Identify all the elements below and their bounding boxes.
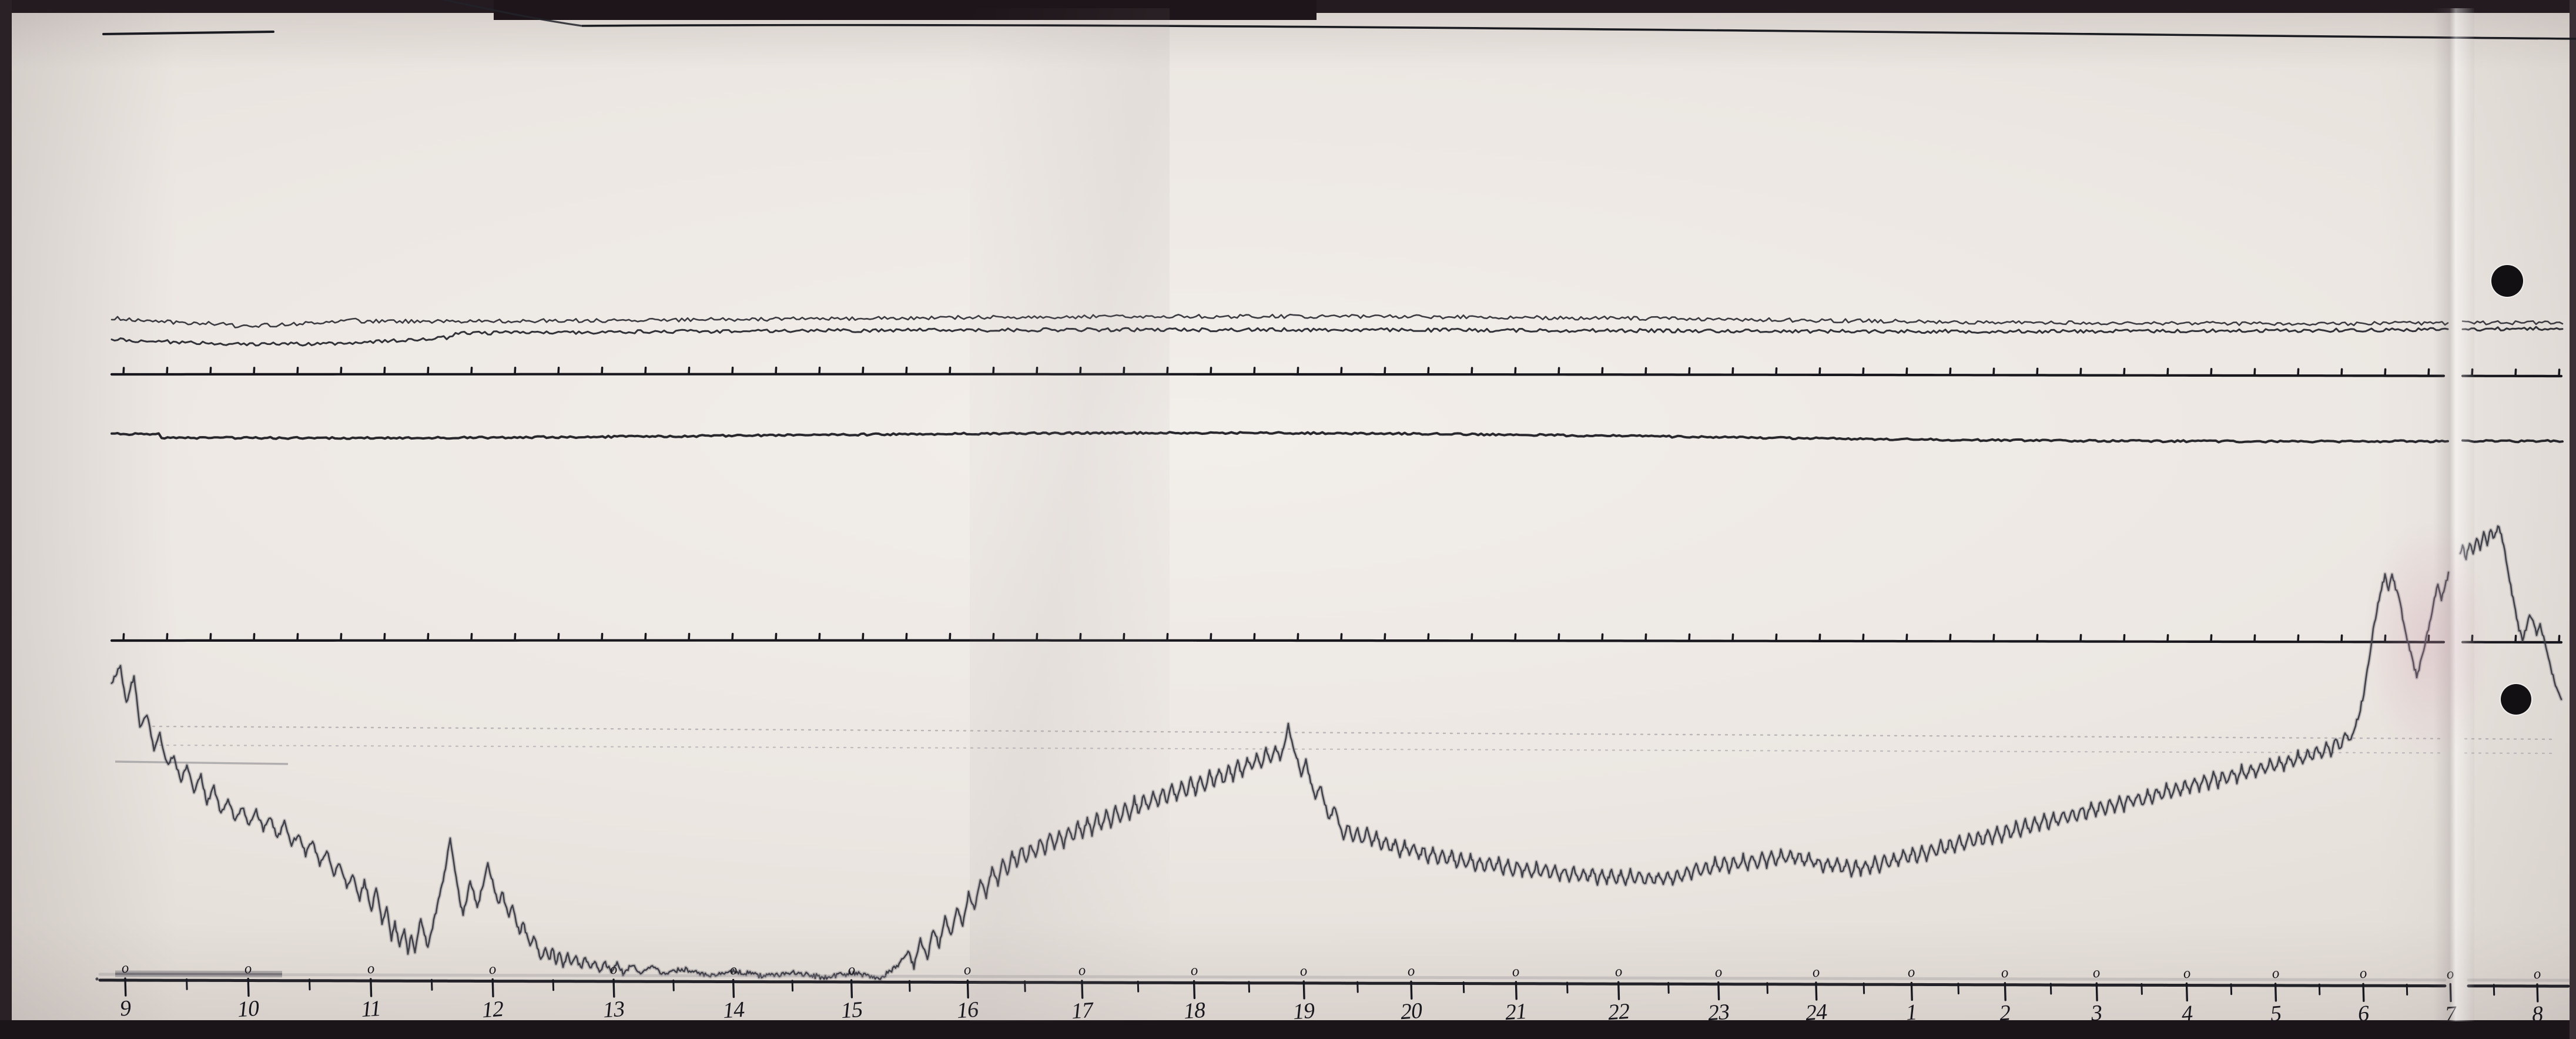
axis-zero-marker: o (1714, 964, 1723, 981)
axis-tick-label: 15 (840, 997, 863, 1024)
photo-border-bottom (0, 1020, 2576, 1039)
axis-tick-label: 19 (1292, 998, 1315, 1025)
axis-zero-marker: o (728, 961, 738, 978)
axis-tick-label: 1 (1905, 1000, 1918, 1025)
axis-tick-label: 17 (1070, 997, 1094, 1024)
axis-zero-marker: o (846, 961, 856, 978)
axis-zero-marker: o (1811, 964, 1821, 981)
axis-tick-label: 9 (119, 996, 132, 1021)
upper-reference-dot (2491, 265, 2523, 297)
axis-tick-label: 10 (236, 996, 260, 1022)
axis-tick-label: 6 (2357, 1001, 2370, 1027)
axis-tick-label: 21 (1504, 998, 1527, 1025)
axis-tick-label: 14 (722, 997, 745, 1023)
photo-border-left (0, 0, 12, 1039)
axis-tick-label: 2 (1998, 1000, 2011, 1026)
axis-zero-marker: o (2182, 964, 2192, 982)
axis-zero-marker: o (1189, 962, 1199, 980)
axis-tick-label: 8 (2531, 1001, 2544, 1027)
axis-zero-marker: o (366, 960, 376, 977)
axis-zero-marker: o (1406, 963, 1416, 980)
axis-tick-label: 4 (2180, 1000, 2193, 1027)
axis-tick-label: 24 (1804, 999, 1828, 1026)
axis-tick-label: 5 (2269, 1001, 2282, 1027)
axis-zero-marker: o (2270, 965, 2280, 982)
chart-paper (0, 8, 2576, 1021)
axis-tick-label: 13 (602, 996, 625, 1023)
axis-tick-label: 20 (1399, 998, 1423, 1025)
axis-zero-marker: o (1077, 962, 1087, 979)
axis-tick-label: 22 (1607, 998, 1630, 1025)
axis-tick-label: 16 (956, 997, 979, 1024)
axis-tick-label: 18 (1183, 998, 1206, 1024)
axis-tick-label: 23 (1707, 999, 1730, 1025)
lower-reference-dot (2501, 684, 2531, 715)
photo-border-top-dark (494, 0, 1317, 20)
axis-tick-label: 3 (2090, 1000, 2103, 1026)
axis-zero-marker: o (1613, 963, 1623, 980)
axis-tick-label: 12 (481, 996, 504, 1023)
axis-tick-label: 7 (2444, 1001, 2457, 1027)
photo-border-right (2570, 0, 2576, 1039)
axis-tick-label: 11 (360, 996, 381, 1023)
